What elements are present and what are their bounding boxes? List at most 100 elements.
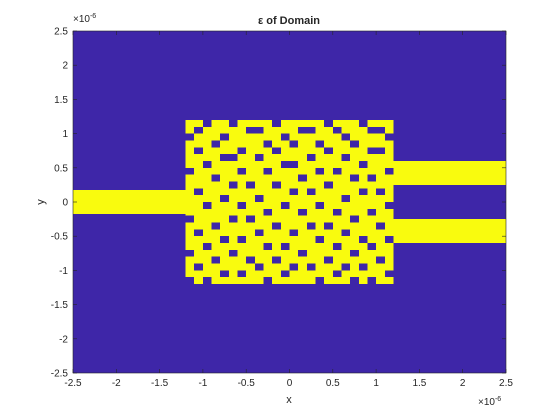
design-hole	[237, 202, 247, 209]
material-layer	[73, 119, 506, 285]
design-hole	[298, 249, 307, 257]
x-tick-label: -2	[112, 378, 121, 389]
design-hole	[350, 249, 359, 257]
design-hole	[332, 270, 342, 278]
design-hole	[324, 147, 333, 155]
design-hole	[220, 270, 229, 278]
y-tick-label: 2	[62, 61, 68, 72]
plot-area	[72, 30, 507, 374]
design-hole	[315, 277, 325, 285]
design-hole	[237, 147, 247, 155]
design-hole	[332, 208, 342, 216]
design-hole	[272, 147, 281, 155]
design-hole	[376, 188, 385, 196]
design-hole	[376, 147, 385, 155]
y-axis-label: y	[35, 199, 47, 205]
design-hole	[246, 126, 255, 134]
design-hole	[367, 243, 377, 250]
design-hole	[254, 126, 264, 134]
design-hole	[263, 243, 273, 250]
x-tick-label: -2.5	[64, 378, 82, 389]
design-hole	[332, 126, 342, 134]
x-exponent-power: -6	[495, 396, 501, 403]
design-hole	[194, 188, 203, 196]
design-hole	[280, 270, 290, 278]
chart-title: ε of Domain	[258, 15, 320, 27]
x-tick-label: -0.5	[238, 378, 256, 389]
design-hole	[298, 208, 307, 216]
design-hole	[263, 140, 273, 148]
design-hole	[324, 256, 333, 264]
y-tick-label: 1	[62, 129, 68, 140]
design-hole	[289, 263, 299, 271]
design-hole	[341, 195, 351, 202]
design-hole	[341, 133, 351, 141]
design-hole	[280, 133, 290, 141]
design-hole	[220, 195, 229, 202]
design-hole	[367, 174, 377, 182]
design-hole	[237, 270, 247, 278]
design-hole	[315, 167, 325, 175]
design-hole	[228, 154, 238, 161]
design-hole	[358, 188, 368, 196]
y-tick-label: 1.5	[54, 95, 68, 106]
design-hole	[350, 277, 359, 285]
design-hole	[315, 140, 325, 148]
design-hole	[220, 236, 229, 244]
design-hole	[384, 270, 394, 278]
design-hole	[272, 181, 281, 189]
design-hole	[367, 208, 377, 216]
design-hole	[384, 202, 394, 209]
y-tick-label: -2	[59, 334, 68, 345]
design-hole	[350, 174, 359, 182]
design-hole	[246, 256, 255, 264]
design-hole	[280, 243, 290, 250]
design-hole	[306, 263, 316, 271]
x-tick-label: 2	[460, 378, 466, 389]
design-hole	[341, 229, 351, 237]
design-hole	[228, 215, 238, 223]
design-hole	[263, 208, 273, 216]
design-hole	[289, 188, 299, 196]
design-hole	[367, 277, 377, 285]
design-hole	[350, 215, 359, 223]
design-hole	[298, 174, 307, 182]
design-hole	[272, 119, 281, 127]
design-hole	[211, 222, 221, 230]
design-hole	[228, 249, 238, 257]
x-tick-label: -1	[198, 378, 207, 389]
x-tick-label: 0	[287, 378, 293, 389]
design-hole	[289, 229, 299, 237]
design-hole	[220, 154, 229, 161]
design-hole	[358, 236, 368, 244]
design-hole	[263, 167, 273, 175]
waveguide-1	[393, 160, 506, 185]
design-hole	[306, 154, 316, 161]
y-tick-label: 0.5	[54, 163, 68, 174]
design-hole	[185, 249, 195, 257]
x-tick-label: 1.5	[412, 378, 426, 389]
design-hole	[341, 154, 351, 161]
design-hole	[237, 236, 247, 244]
y-axis-ticks: -2.5 -2 -1.5 -1 -0.5 0 0.5 1 1.5 2 2.5	[51, 27, 506, 380]
design-hole	[350, 140, 359, 148]
design-hole	[202, 160, 212, 168]
design-hole	[254, 154, 264, 161]
design-hole	[358, 119, 368, 127]
design-hole	[332, 243, 342, 250]
y-tick-label: -0.5	[51, 232, 69, 243]
design-hole	[289, 160, 299, 168]
design-hole	[202, 277, 212, 285]
x-axis-ticks: -2.5 -2 -1.5 -1 -0.5 0 0.5 1 1.5 2 2.5	[64, 31, 513, 389]
design-hole	[185, 277, 195, 285]
design-hole	[185, 167, 195, 175]
design-hole	[202, 119, 212, 127]
design-hole	[358, 263, 368, 271]
design-hole	[280, 160, 290, 168]
design-hole	[237, 167, 247, 175]
design-hole	[254, 263, 264, 271]
design-hole	[280, 202, 290, 209]
y-tick-label: -1	[59, 266, 68, 277]
design-hole	[220, 133, 229, 141]
